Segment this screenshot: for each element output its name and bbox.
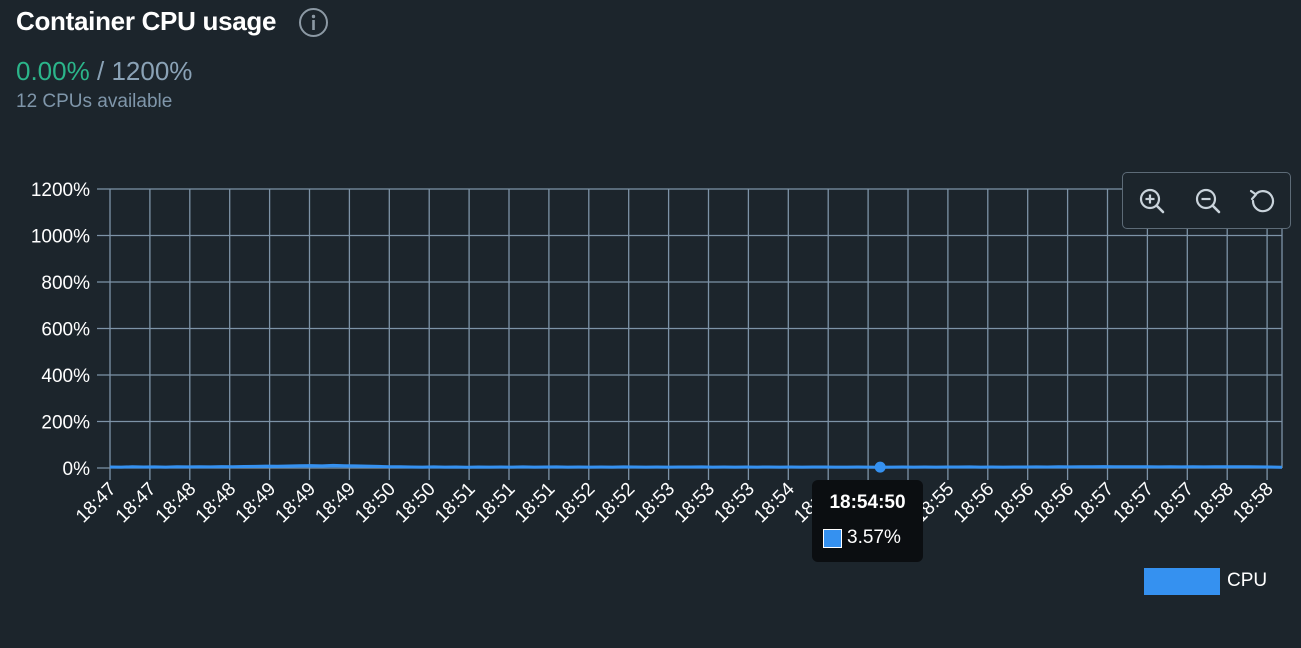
usage-separator: / <box>96 56 105 86</box>
cpu-usage-summary: 0.00% / 1200% <box>16 56 192 87</box>
legend-swatch-cpu[interactable] <box>1144 568 1220 595</box>
x-tick-label: 18:56 <box>950 479 998 527</box>
x-tick-label: 18:53 <box>631 479 679 527</box>
series-cpu-line <box>109 463 1283 469</box>
x-tick-label: 18:50 <box>391 479 439 527</box>
info-circle-icon[interactable] <box>298 7 329 38</box>
series-cpu <box>109 461 1283 473</box>
x-tick-label: 18:49 <box>311 479 359 527</box>
x-axis-ticks: 18:4718:4718:4818:4818:4918:4918:4918:50… <box>72 478 1278 527</box>
y-tick-label: 600% <box>41 320 90 341</box>
highlighted-point[interactable] <box>874 461 886 473</box>
x-tick-label: 18:49 <box>232 479 280 527</box>
current-usage: 0.00% <box>16 56 90 86</box>
x-tick-label: 18:51 <box>471 479 519 527</box>
chart-grid <box>97 188 1283 480</box>
reset-zoom-icon[interactable] <box>1248 186 1278 216</box>
x-tick-label: 18:47 <box>112 479 160 527</box>
x-tick-label: 18:53 <box>671 479 719 527</box>
x-tick-label: 18:58 <box>1229 479 1277 527</box>
y-tick-label: 800% <box>41 273 90 294</box>
x-tick-label: 18:52 <box>551 479 599 527</box>
x-tick-label: 18:51 <box>511 479 559 527</box>
tooltip-value: 3.57% <box>847 527 901 548</box>
x-tick-label: 18:48 <box>192 479 240 527</box>
x-tick-label: 18:52 <box>591 479 639 527</box>
x-tick-label: 18:50 <box>351 479 399 527</box>
y-tick-label: 1000% <box>31 227 90 248</box>
x-tick-label: 18:56 <box>1030 479 1078 527</box>
legend-label-cpu[interactable]: CPU <box>1227 570 1268 591</box>
zoom-toolbar <box>1122 172 1291 229</box>
zoom-out-icon[interactable] <box>1193 186 1223 216</box>
x-tick-label: 18:49 <box>272 479 320 527</box>
cpus-available: 12 CPUs available <box>16 91 173 112</box>
data-tooltip: 18:54:50 3.57% <box>812 480 923 562</box>
x-tick-label: 18:57 <box>1109 479 1157 527</box>
y-tick-label: 400% <box>41 366 90 387</box>
x-tick-label: 18:47 <box>72 479 120 527</box>
chart-title: Container CPU usage <box>16 6 277 36</box>
tooltip-time: 18:54:50 <box>829 492 906 513</box>
y-axis-ticks: 0% 200% 400% 600% 800% 1000% 1200% <box>31 180 90 480</box>
tooltip-swatch <box>823 529 842 548</box>
x-tick-label: 18:48 <box>152 479 200 527</box>
x-tick-label: 18:51 <box>431 479 479 527</box>
y-tick-label: 200% <box>41 413 90 434</box>
x-tick-label: 18:54 <box>750 478 799 527</box>
x-tick-label: 18:57 <box>1149 479 1197 527</box>
x-tick-label: 18:57 <box>1070 479 1118 527</box>
y-tick-label: 1200% <box>31 180 90 201</box>
zoom-in-icon[interactable] <box>1137 186 1167 216</box>
x-tick-label: 18:53 <box>710 479 758 527</box>
y-tick-label: 0% <box>63 459 91 480</box>
max-usage: 1200% <box>111 56 193 86</box>
x-tick-label: 18:56 <box>990 479 1038 527</box>
x-tick-label: 18:58 <box>1189 479 1237 527</box>
